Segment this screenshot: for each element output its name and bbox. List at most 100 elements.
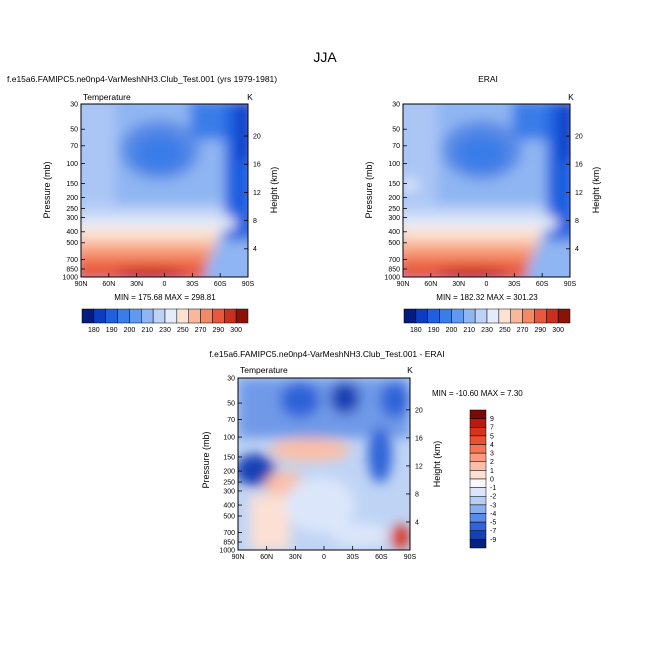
colorbar-label: -4 bbox=[490, 511, 496, 518]
colorbar-label: 290 bbox=[535, 327, 547, 334]
units-label: K bbox=[407, 365, 413, 375]
y2-tick-label: 12 bbox=[253, 190, 261, 197]
x-tick-label: 0 bbox=[485, 281, 489, 288]
y2-tick-label: 8 bbox=[253, 218, 257, 225]
panel-diff: f.e15a6.FAMIPC5.ne0np4-VarMeshNH3.Club_T… bbox=[201, 349, 523, 561]
y2-axis-label: Height (km) bbox=[432, 441, 442, 488]
y2-tick-label: 8 bbox=[575, 218, 579, 225]
colorbar-label: 210 bbox=[463, 327, 475, 334]
panel-title: ERAI bbox=[478, 74, 498, 84]
x-tick-label: 0 bbox=[322, 554, 326, 561]
y-axis-label: Pressure (mb) bbox=[201, 431, 211, 488]
x-tick-label: 30N bbox=[130, 281, 143, 288]
colorbar-swatch bbox=[546, 308, 559, 324]
colorbar-label: 1 bbox=[490, 468, 494, 475]
y-tick-label: 30 bbox=[70, 101, 78, 108]
colorbar-swatch bbox=[510, 308, 523, 324]
figure-title: JJA bbox=[313, 49, 337, 65]
y-tick-label: 500 bbox=[388, 240, 400, 247]
colorbar-label: 180 bbox=[88, 327, 100, 334]
x-tick-label: 30N bbox=[289, 554, 302, 561]
y-tick-label: 400 bbox=[223, 502, 235, 509]
y-tick-label: 500 bbox=[223, 513, 235, 520]
y-tick-label: 400 bbox=[388, 229, 400, 236]
colorbar-label: 5 bbox=[490, 433, 494, 440]
colorbar-label: 300 bbox=[230, 327, 242, 334]
y2-tick-label: 16 bbox=[575, 162, 583, 169]
x-tick-label: 30S bbox=[346, 554, 359, 561]
colorbar-label: 210 bbox=[141, 327, 153, 334]
colorbar-swatch bbox=[164, 308, 178, 324]
colorbar-swatch bbox=[469, 461, 487, 471]
colorbar-label: 9 bbox=[490, 416, 494, 423]
field-label: Temperature bbox=[240, 365, 288, 375]
x-tick-label: 90N bbox=[75, 281, 88, 288]
colorbar-swatch bbox=[176, 308, 189, 324]
colorbar-swatch bbox=[469, 409, 487, 419]
colorbar-swatch bbox=[469, 418, 487, 428]
colorbar-swatch bbox=[451, 308, 464, 324]
y-tick-label: 1000 bbox=[62, 274, 78, 281]
y-tick-label: 250 bbox=[223, 479, 235, 486]
colorbar-swatch bbox=[522, 308, 535, 324]
colorbar-swatch bbox=[469, 513, 487, 523]
colorbar-model: 180 190 200 210 230 250 270 290 300 bbox=[81, 308, 249, 334]
y2-tick-label: 20 bbox=[415, 407, 423, 414]
colorbar-swatch bbox=[557, 308, 571, 324]
y-tick-label: 500 bbox=[66, 240, 78, 247]
heatmap-field bbox=[81, 104, 248, 277]
x-tick-label: 60S bbox=[375, 554, 388, 561]
colorbar-label: -5 bbox=[490, 520, 496, 527]
y2-tick-label: 16 bbox=[415, 435, 423, 442]
colorbar-label: 230 bbox=[481, 327, 493, 334]
y-tick-label: 70 bbox=[392, 143, 400, 150]
y-tick-label: 250 bbox=[66, 206, 78, 213]
colorbar-swatch bbox=[117, 308, 130, 324]
x-tick-label: 60N bbox=[424, 281, 437, 288]
y-tick-label: 50 bbox=[70, 127, 78, 134]
x-tick-label: 90S bbox=[242, 281, 255, 288]
colorbar-label: 290 bbox=[213, 327, 225, 334]
y2-tick-label: 16 bbox=[253, 162, 261, 169]
colorbar-label: 200 bbox=[446, 327, 458, 334]
colorbar-swatch bbox=[141, 308, 154, 324]
y2-axis-label: Height (km) bbox=[269, 167, 279, 214]
y-tick-label: 700 bbox=[388, 257, 400, 264]
y-tick-label: 400 bbox=[66, 229, 78, 236]
y-tick-label: 300 bbox=[66, 215, 78, 222]
x-tick-label: 60N bbox=[260, 554, 273, 561]
colorbar-swatch bbox=[235, 308, 249, 324]
stats-label: MIN = 175.68 MAX = 298.81 bbox=[114, 293, 216, 302]
y-tick-label: 200 bbox=[223, 468, 235, 475]
y-tick-label: 100 bbox=[388, 161, 400, 168]
colorbar-label: 0 bbox=[490, 476, 494, 483]
colorbar-label: 3 bbox=[490, 451, 494, 458]
colorbar-label: 190 bbox=[106, 327, 118, 334]
stats-label: MIN = -10.60 MAX = 7.30 bbox=[432, 389, 523, 398]
colorbar-swatch bbox=[81, 308, 95, 324]
y2-tick-label: 12 bbox=[415, 463, 423, 470]
colorbar-label: -2 bbox=[490, 494, 496, 501]
heatmap-field bbox=[238, 378, 410, 550]
panel-title: f.e15a6.FAMIPC5.ne0np4-VarMeshNH3.Club_T… bbox=[7, 74, 277, 84]
colorbar-label: 200 bbox=[124, 327, 136, 334]
x-tick-label: 90S bbox=[404, 554, 417, 561]
colorbar-swatch bbox=[105, 308, 118, 324]
colorbar-swatch bbox=[474, 308, 488, 324]
y2-axis-label: Height (km) bbox=[591, 167, 601, 214]
colorbar-label: 230 bbox=[159, 327, 171, 334]
colorbar-swatch bbox=[469, 530, 487, 540]
y-tick-label: 70 bbox=[70, 143, 78, 150]
x-tick-label: 90N bbox=[397, 281, 410, 288]
colorbar-swatch bbox=[469, 478, 487, 488]
units-label: K bbox=[247, 92, 253, 102]
colorbar-swatch bbox=[469, 539, 487, 549]
units-label: K bbox=[568, 92, 574, 102]
colorbar-swatch bbox=[129, 308, 142, 324]
y-tick-label: 30 bbox=[392, 101, 400, 108]
y-tick-label: 150 bbox=[388, 181, 400, 188]
colorbar-swatch bbox=[469, 504, 487, 514]
x-tick-label: 0 bbox=[163, 281, 167, 288]
y-tick-label: 250 bbox=[388, 206, 400, 213]
x-tick-label: 90N bbox=[232, 554, 245, 561]
